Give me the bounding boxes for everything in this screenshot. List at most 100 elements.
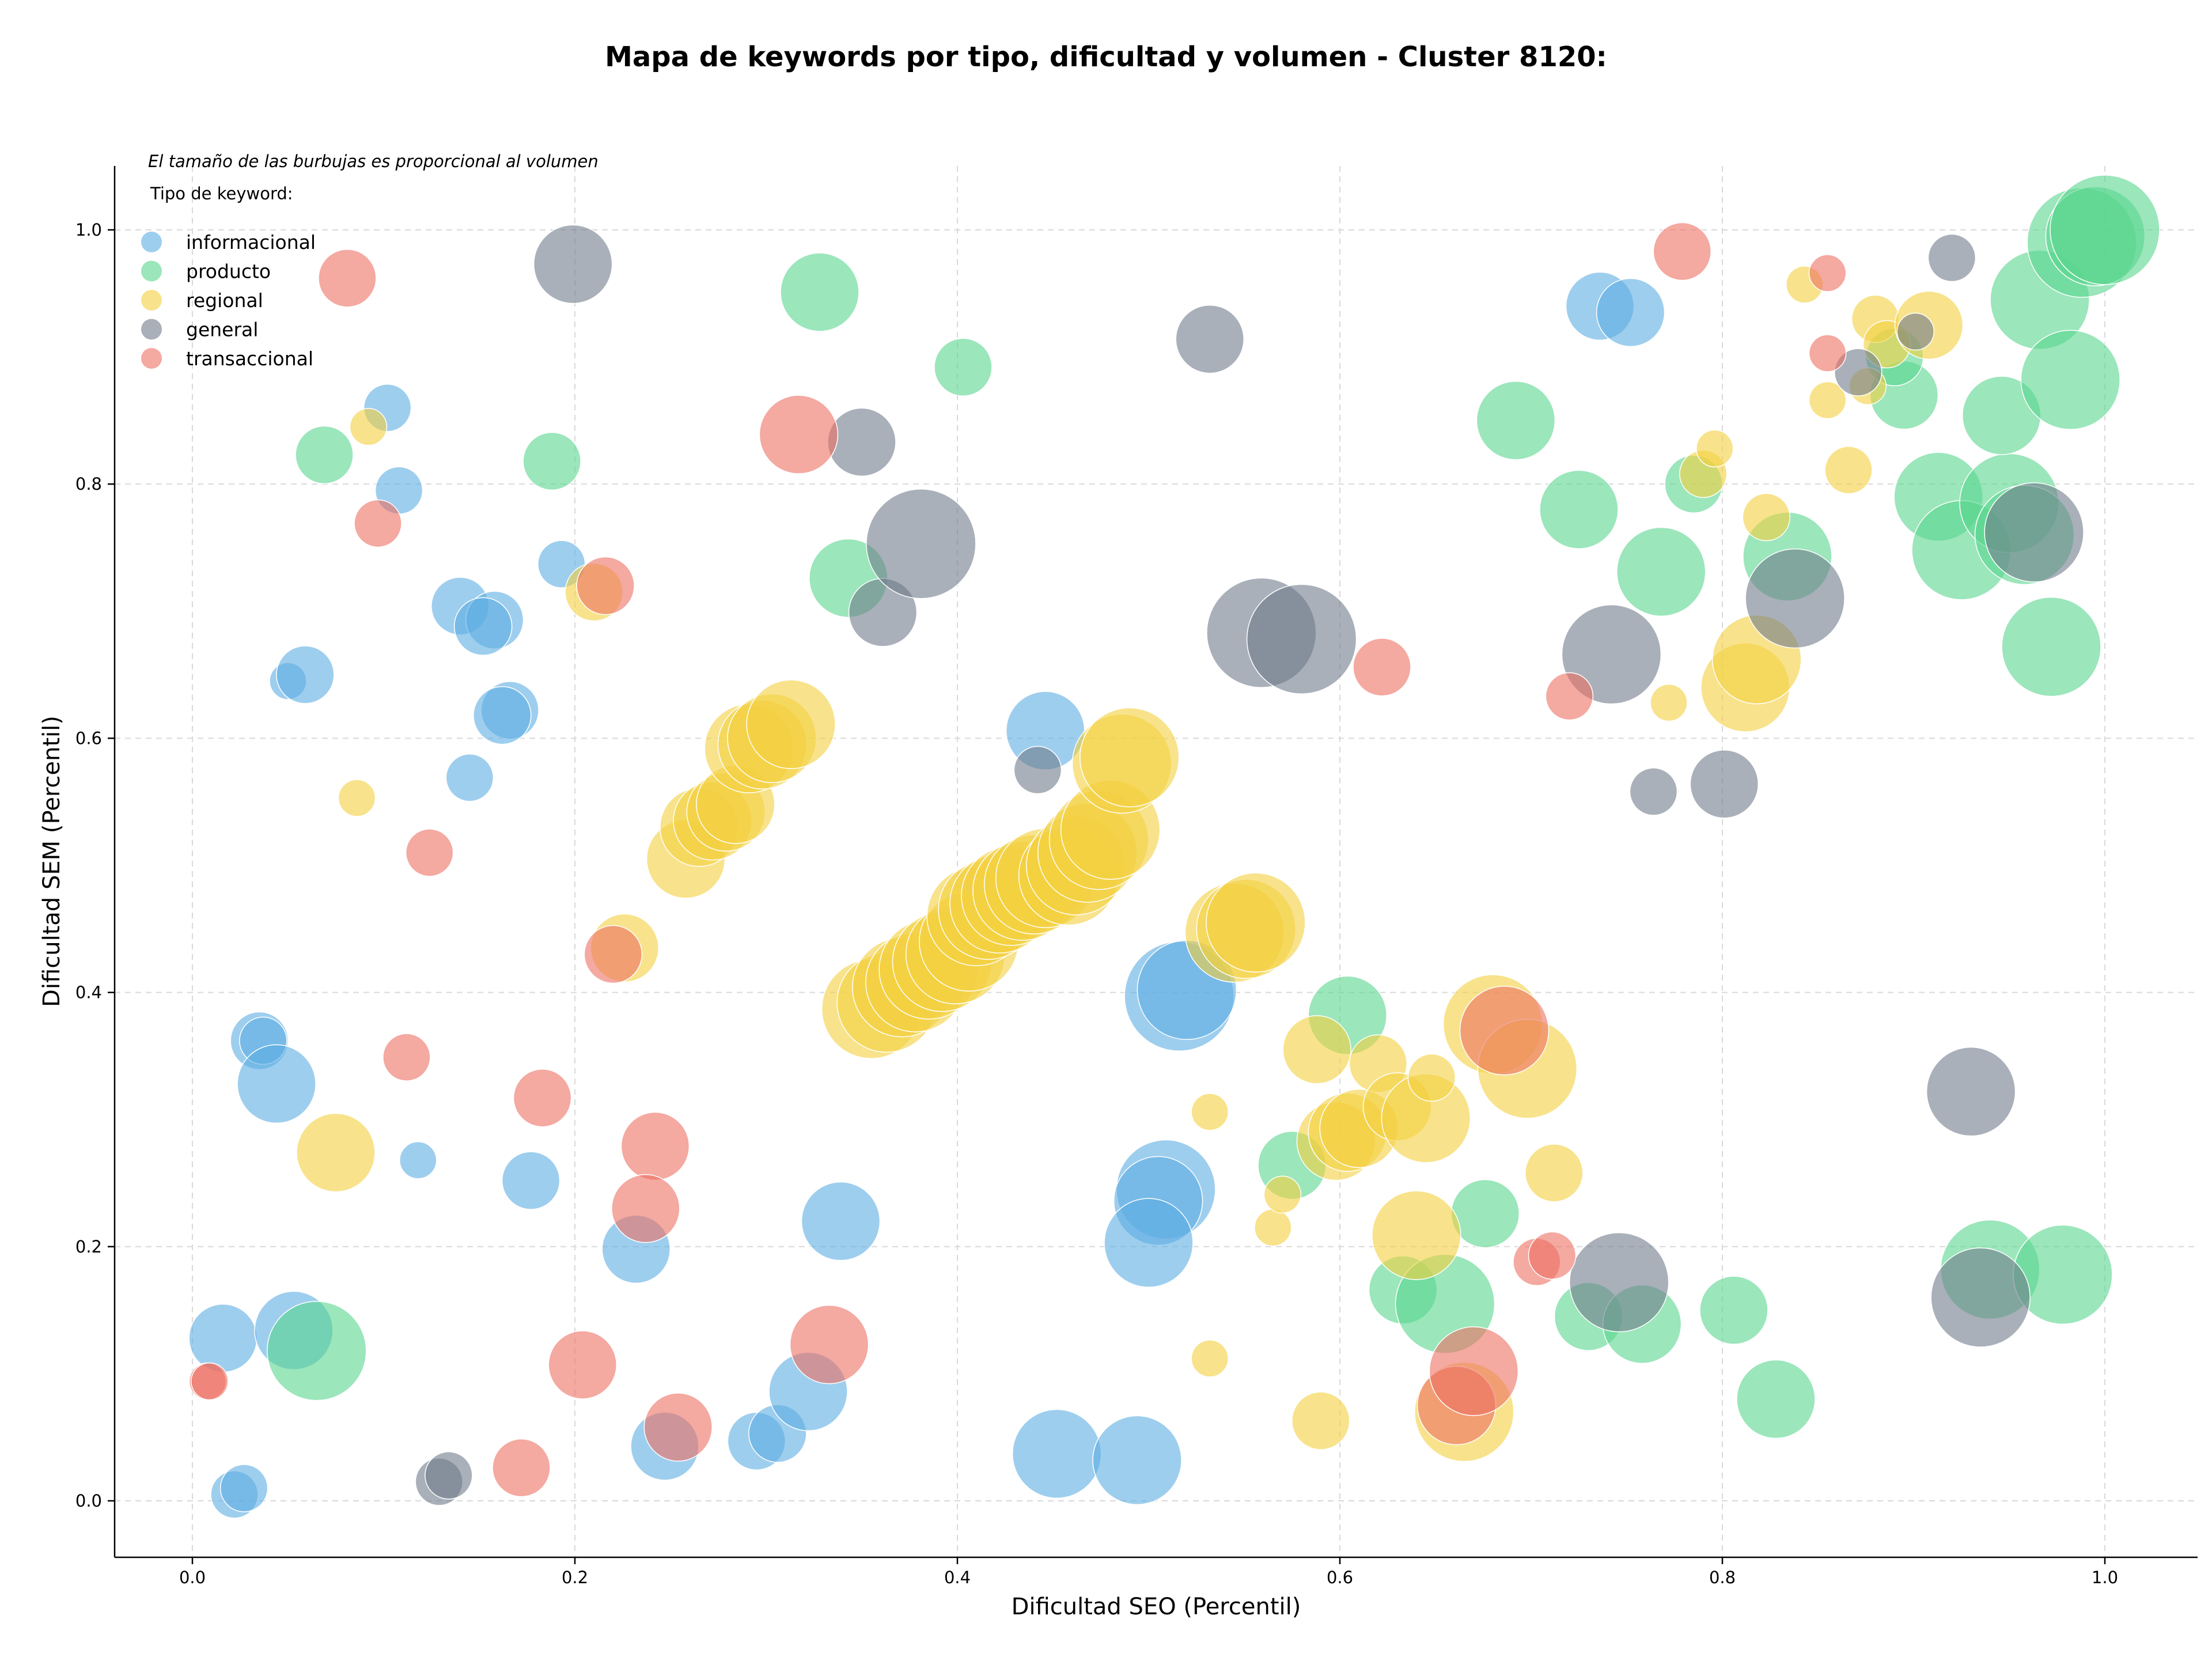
bubble-general — [1246, 584, 1357, 695]
bubble-regional — [1191, 1093, 1229, 1131]
legend: Tipo de keyword: informacional producto re… — [141, 184, 316, 370]
bubble-transaccional — [1808, 254, 1847, 292]
x-axis-label: Dificultad SEO (Percentil) — [1012, 1594, 1301, 1620]
bubble-producto — [1616, 527, 1706, 617]
legend-marker — [141, 319, 162, 340]
x-tick-label: 0.6 — [1327, 1568, 1353, 1587]
bubble-informacional — [801, 1181, 881, 1261]
bubble-general — [1896, 312, 1935, 351]
bubble-regional — [1282, 1015, 1351, 1084]
bubble-producto — [2020, 330, 2120, 430]
bubble-informacional — [237, 1044, 316, 1124]
bubble-transaccional — [191, 1362, 229, 1401]
legend-item-regional: regional — [141, 289, 263, 312]
bubbles — [188, 175, 2160, 1519]
bubble-general — [1569, 1232, 1669, 1333]
bubble-informacional — [188, 1303, 257, 1373]
bubble-transaccional — [584, 925, 643, 984]
bubble-transaccional — [611, 1174, 680, 1243]
bubble-informacional — [501, 1151, 560, 1210]
legend-title: Tipo de keyword: — [150, 184, 293, 203]
bubble-transaccional — [382, 1033, 431, 1081]
y-ticks: 0.0 0.2 0.4 0.6 0.8 1.0 — [75, 220, 115, 1511]
y-tick-label: 0.0 — [75, 1491, 102, 1511]
bubble-general — [1927, 233, 1976, 282]
bubble-producto — [267, 1300, 367, 1401]
bubble-regional — [1254, 1208, 1292, 1247]
legend-label: informacional — [186, 231, 316, 253]
series-transaccional — [188, 222, 1847, 1497]
bubble-transaccional — [354, 499, 402, 548]
chart-title: Mapa de keywords por tipo, dificultad y … — [605, 41, 1607, 73]
bubble-general — [1013, 746, 1062, 794]
bubble-producto — [522, 432, 581, 491]
x-tick-label: 0.2 — [562, 1568, 588, 1587]
bubble-regional — [746, 679, 836, 769]
bubble-general — [827, 407, 896, 477]
bubble-transaccional — [620, 1111, 690, 1181]
legend-label: transaccional — [186, 347, 313, 370]
bubble-regional — [1824, 446, 1873, 494]
bubble-informacional — [399, 1141, 437, 1179]
x-tick-label: 0.8 — [1709, 1568, 1736, 1587]
bubble-regional — [1372, 1190, 1461, 1280]
legend-label: regional — [186, 289, 263, 312]
bubble-transaccional — [759, 395, 839, 474]
y-axis-label: Dificultad SEM (Percentil) — [39, 716, 65, 1007]
bubble-informacional — [1596, 278, 1665, 347]
bubble-regional — [296, 1113, 376, 1193]
legend-item-general: general — [141, 319, 258, 341]
bubble-general — [1745, 548, 1845, 649]
bubble-producto — [2050, 175, 2160, 285]
bubble-regional — [338, 779, 376, 817]
bubble-general — [866, 489, 976, 599]
bubble-transaccional — [1808, 334, 1847, 372]
bubble-general — [1175, 304, 1244, 374]
legend-marker — [141, 348, 162, 369]
legend-marker — [141, 260, 162, 282]
bubble-general — [1984, 482, 2084, 582]
bubble-producto — [1699, 1276, 1768, 1345]
legend-marker — [141, 232, 162, 252]
bubble-regional — [349, 408, 388, 446]
bubble-transaccional — [1545, 672, 1594, 721]
bubble-informacional — [1104, 1198, 1194, 1288]
bubble-producto — [295, 425, 354, 485]
legend-item-producto: producto — [141, 260, 271, 283]
legend-item-informacional: informacional — [141, 231, 316, 253]
bubble-transaccional — [1459, 986, 1550, 1076]
bubble-regional — [1263, 1175, 1302, 1214]
bubble-general — [1629, 767, 1678, 816]
bubble-producto — [2001, 596, 2101, 697]
bubble-general — [1690, 750, 1759, 819]
bubble-producto — [1476, 381, 1556, 460]
bubble-transaccional — [1353, 638, 1411, 697]
bubble-transaccional — [643, 1393, 713, 1462]
y-tick-label: 1.0 — [75, 220, 102, 240]
bubble-informacional — [473, 686, 532, 745]
bubble-regional — [1191, 1340, 1229, 1378]
bubble-regional — [1695, 429, 1734, 468]
bubble-transaccional — [492, 1438, 551, 1497]
bubble-transaccional — [576, 556, 635, 615]
y-tick-label: 0.2 — [75, 1237, 102, 1257]
series-general — [415, 224, 2084, 1506]
y-tick-label: 0.8 — [75, 474, 102, 494]
bubble-informacional — [453, 597, 513, 656]
y-tick-label: 0.4 — [75, 983, 102, 1002]
bubble-producto — [1539, 470, 1619, 550]
legend-label: general — [186, 319, 258, 341]
bubble-transaccional — [1528, 1231, 1577, 1280]
x-tick-label: 0.4 — [944, 1568, 971, 1587]
bubble-informacional — [1012, 1409, 1102, 1499]
legend-marker — [141, 290, 162, 311]
bubble-transaccional — [513, 1068, 572, 1127]
bubble-general — [425, 1451, 473, 1500]
x-tick-label: 1.0 — [2092, 1568, 2118, 1587]
bubble-regional — [1080, 707, 1180, 808]
legend-item-transaccional: transaccional — [141, 347, 313, 370]
bubble-regional — [1650, 683, 1688, 722]
bubble-general — [1930, 1247, 2031, 1348]
bubble-regional — [1291, 1391, 1350, 1450]
bubble-producto — [1450, 1179, 1520, 1248]
